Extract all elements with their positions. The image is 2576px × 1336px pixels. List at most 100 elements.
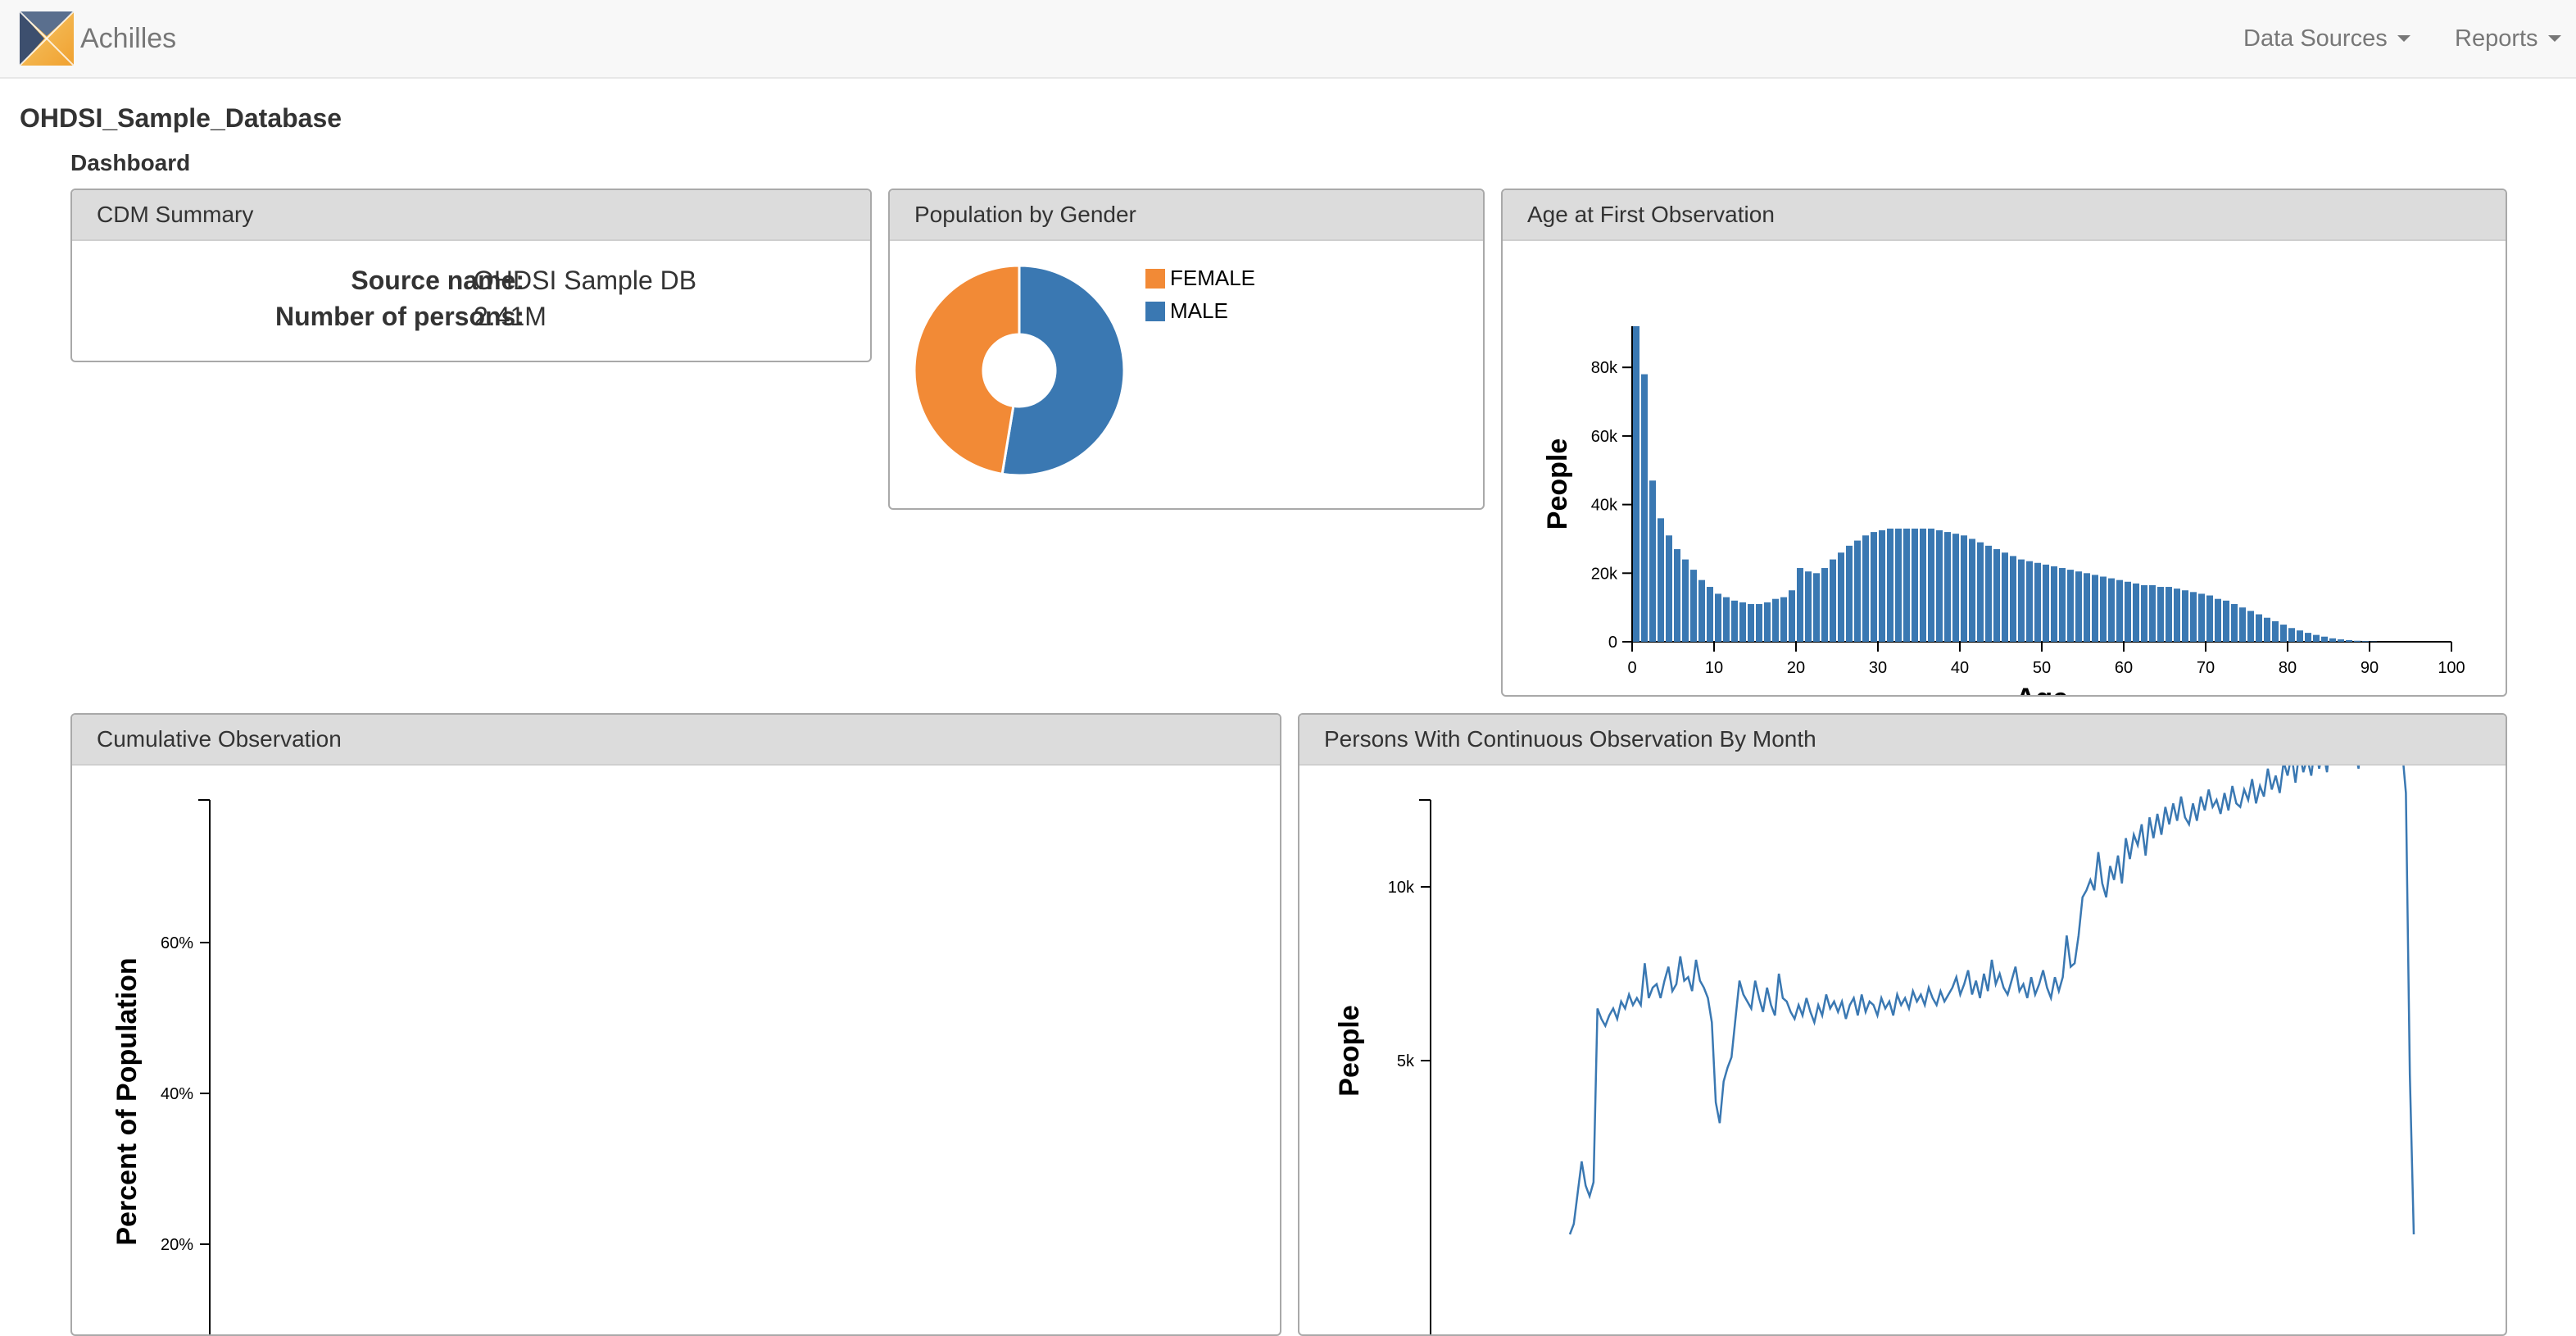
age-bar — [2084, 573, 2090, 642]
caret-down-icon — [2397, 35, 2410, 42]
legend-label-female: FEMALE — [1170, 266, 1255, 290]
age-bar — [1985, 546, 1992, 642]
age-bar — [2100, 576, 2107, 642]
age-bar — [1748, 604, 1754, 642]
age-bar — [2223, 601, 2229, 642]
y-tick-label: 5k — [1397, 1052, 1415, 1070]
x-tick-label: 80 — [2279, 659, 2297, 677]
age-bar — [2297, 630, 2303, 642]
age-bar — [2231, 604, 2238, 642]
top-navbar: Achilles Data Sources Reports — [0, 0, 2576, 79]
y-tick-label: 40% — [161, 1085, 193, 1103]
panel-title: CDM Summary — [72, 190, 870, 241]
panel-title: Age at First Observation — [1503, 190, 2506, 241]
age-bar — [2329, 638, 2336, 642]
age-bar — [2166, 587, 2172, 642]
y-tick-label: 40k — [1591, 497, 1618, 515]
age-bar — [1674, 549, 1680, 642]
age-bar — [1944, 532, 1951, 642]
age-bar — [2247, 611, 2254, 642]
dashboard-heading: Dashboard — [70, 150, 190, 176]
data-sources-dropdown[interactable]: Data Sources — [2243, 0, 2410, 77]
age-bar — [1871, 532, 1877, 642]
y-axis-title: Percent of Population — [111, 957, 143, 1245]
age-bar — [1879, 530, 1885, 642]
age-bar — [1658, 518, 1664, 642]
age-bar — [1813, 573, 1820, 642]
age-bar — [1838, 552, 1844, 642]
age-bar — [1715, 593, 1721, 642]
caret-down-icon — [2548, 35, 2561, 42]
age-bar — [2018, 560, 2025, 642]
age-bar — [2313, 635, 2320, 642]
cumulative-observation-panel: Cumulative Observation 20%40%60%Percent … — [70, 713, 1281, 1336]
age-bar — [1805, 571, 1812, 642]
age-bar — [1993, 549, 2000, 642]
age-bar — [2051, 566, 2057, 642]
panel-title: Persons With Continuous Observation By M… — [1299, 715, 2506, 766]
age-bar — [2034, 563, 2041, 642]
age-bar — [2362, 641, 2369, 642]
x-tick-label: 0 — [1627, 659, 1636, 677]
age-bar — [2157, 587, 2164, 642]
age-bar — [1789, 590, 1795, 642]
reports-dropdown[interactable]: Reports — [2455, 0, 2561, 77]
y-tick-label: 80k — [1591, 359, 1618, 377]
age-bar — [2125, 582, 2131, 642]
age-bar — [1887, 529, 1893, 642]
age-bar — [1830, 560, 1836, 642]
panel-title: Cumulative Observation — [72, 715, 1280, 766]
age-bar — [1707, 587, 1713, 642]
age-bar — [1903, 529, 1910, 642]
age-bar — [1961, 535, 1967, 642]
y-axis-title: People — [1542, 439, 1573, 529]
y-tick-label: 60k — [1591, 428, 1618, 446]
age-bar — [1772, 599, 1779, 642]
age-bar — [1928, 529, 1934, 642]
age-bar — [2321, 637, 2328, 642]
age-bar — [2108, 579, 2115, 642]
age-bar — [1649, 480, 1656, 642]
y-tick-label: 20k — [1591, 565, 1618, 583]
brand-home-link[interactable]: Achilles — [20, 11, 176, 66]
x-tick-label: 70 — [2197, 659, 2215, 677]
age-bar — [1731, 601, 1738, 642]
pie-slice-male — [1002, 266, 1124, 475]
legend-swatch-female — [1145, 269, 1165, 289]
age-bar — [1862, 535, 1869, 642]
app-name: Achilles — [80, 23, 176, 55]
data-sources-label: Data Sources — [2243, 25, 2388, 52]
age-bar — [2280, 625, 2287, 642]
age-bar — [2239, 607, 2246, 642]
age-bar — [2346, 640, 2352, 642]
panel-title: Population by Gender — [890, 190, 1483, 241]
age-bar — [2043, 565, 2049, 642]
database-title: OHDSI_Sample_Database — [20, 103, 342, 134]
age-bar — [2215, 599, 2221, 642]
age-bar — [2272, 621, 2279, 642]
age-bar — [1977, 543, 1984, 642]
x-tick-label: 60 — [2115, 659, 2133, 677]
age-bar — [1920, 529, 1926, 642]
x-tick-label: 40 — [1951, 659, 1969, 677]
age-bar — [2092, 575, 2098, 642]
age-bar — [2067, 570, 2074, 642]
age-bar — [2059, 568, 2066, 642]
age-bar — [2141, 585, 2147, 642]
age-bar — [1666, 535, 1672, 642]
age-bar — [1690, 570, 1697, 642]
age-bar — [2182, 590, 2188, 642]
age-bar — [1969, 538, 1975, 642]
age-bar — [2198, 593, 2205, 642]
age-bar — [1821, 568, 1828, 642]
x-axis-title: Age — [2016, 683, 2068, 695]
age-bar — [2174, 588, 2180, 642]
x-tick-label: 10 — [1705, 659, 1723, 677]
age-bar — [2149, 585, 2156, 642]
continuous-observation-panel: Persons With Continuous Observation By M… — [1298, 713, 2507, 1336]
age-histogram-chart: 020k40k60k80k0102030405060708090100AgePe… — [1503, 241, 2506, 695]
age-bar — [2010, 556, 2016, 642]
age-bar — [2133, 584, 2139, 642]
